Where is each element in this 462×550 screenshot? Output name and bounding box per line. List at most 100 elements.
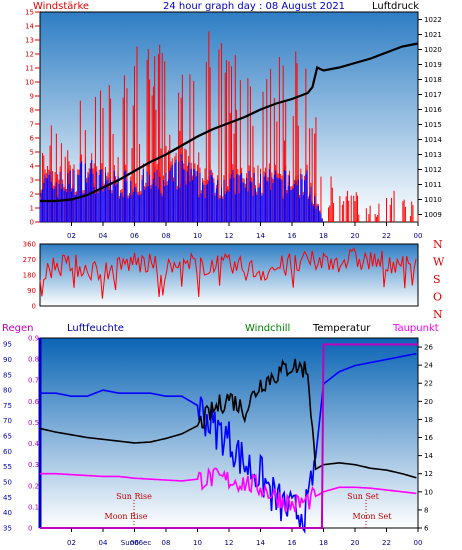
pressure-y-tick-label: 1012 [424, 166, 442, 174]
compass-label: N [433, 308, 443, 321]
x-tick-label: 16 [288, 539, 297, 547]
temperature-y-tick-label: 20 [424, 398, 433, 406]
x-tick-label: 22 [382, 232, 391, 240]
rain-y-tick-label: 0.6 [28, 398, 40, 406]
pressure-y-tick-label: 1011 [424, 181, 442, 189]
wind-strength-label: Windstärke [33, 1, 89, 12]
humidity-line [40, 352, 417, 534]
humidity-y-tick-label: 50 [3, 479, 12, 487]
temperature-y-tick-label: 10 [424, 488, 433, 496]
pressure-y-tick-label: 1020 [424, 46, 442, 54]
x-tick-label: 08 [162, 539, 171, 547]
temperatur-label: Temperatur [312, 323, 371, 334]
direction-y-tick-label: 360 [23, 241, 36, 249]
rain-y-tick-label: 0.4 [28, 440, 40, 448]
x-tick-label: 00 [414, 539, 423, 547]
temperature-y-tick-label: 12 [424, 470, 433, 478]
compass-label: W [433, 256, 445, 269]
regen-label: Regen [2, 323, 34, 334]
x-tick-label: 22 [382, 539, 391, 547]
x-tick-label: 06 [130, 539, 139, 547]
wind-y-tick-label: 14 [25, 23, 34, 31]
taupunkt-label: Taupunkt [392, 323, 439, 334]
moon-rise-label: Moon Rise [105, 512, 148, 521]
x-tick-label: 02 [67, 232, 76, 240]
humidity-y-tick-label: 95 [3, 341, 12, 349]
humidity-y-tick-label: 55 [3, 463, 12, 471]
x-tick-label: 02 [67, 539, 76, 547]
pressure-y-tick-label: 1010 [424, 196, 442, 204]
rain-y-tick-label: 0.8 [28, 356, 39, 364]
wind-y-tick-label: 15 [25, 9, 34, 17]
wind-y-tick-label: 1 [30, 205, 34, 213]
x-tick-label: 18 [319, 232, 328, 240]
humidity-y-tick-label: 90 [3, 356, 12, 364]
humidity-y-tick-label: 85 [3, 371, 12, 379]
x-tick-label: 16 [288, 232, 297, 240]
compass-label: S [433, 273, 441, 286]
wind-y-tick-label: 8 [30, 107, 34, 115]
wind-direction-plot-area [39, 243, 419, 307]
pressure-y-tick-label: 1021 [424, 31, 442, 39]
pressure-y-tick-label: 1015 [424, 121, 442, 129]
climate-panel: Regen Luftfeuchte Windchill Temperatur T… [2, 323, 439, 547]
x-tick-label: 04 [99, 539, 108, 547]
x-tick-label: 10 [193, 539, 202, 547]
pressure-y-tick-label: 1017 [424, 91, 442, 99]
compass-label: O [433, 291, 442, 304]
wind-y-tick-label: 6 [30, 135, 35, 143]
pressure-y-tick-label: 1016 [424, 106, 442, 114]
pressure-y-tick-label: 1022 [424, 16, 442, 24]
temperature-y-tick-label: 26 [424, 344, 433, 352]
sun-set-label: Sun Set [347, 492, 380, 501]
wind-pressure-panel: Windstärke 24 hour graph day : 08 August… [25, 1, 442, 240]
temperature-line [39, 358, 417, 479]
sun-rise-label: Sun Rise [116, 492, 152, 501]
humidity-y-tick-label: 60 [3, 448, 12, 456]
pressure-label: Luftdruck [372, 1, 419, 12]
temperature-y-tick-label: 18 [424, 416, 433, 424]
wind-y-tick-label: 11 [25, 65, 34, 73]
direction-y-tick-label: 180 [23, 272, 36, 280]
pressure-y-tick-label: 1013 [424, 151, 442, 159]
humidity-y-tick-label: 70 [3, 417, 12, 425]
pressure-y-tick-label: 1009 [424, 211, 442, 219]
wind-y-tick-label: 13 [25, 37, 34, 45]
rain-y-tick-label: 0.7 [28, 377, 39, 385]
astro-annotations: Sun Rise Moon Rise Sun Set Moon Set Sun0… [105, 492, 393, 547]
rain-y-tick-label: 0.1 [28, 503, 39, 511]
pressure-y-tick-label: 1018 [424, 76, 442, 84]
temperature-y-tick-label: 24 [424, 362, 433, 370]
wind-y-tick-label: 0 [30, 219, 34, 227]
compass-label: N [433, 238, 443, 251]
rain-y-tick-label: 0.3 [28, 461, 39, 469]
temperature-y-tick-label: 6 [424, 525, 429, 533]
rain-y-tick-label: 0.5 [28, 419, 39, 427]
chart-title: 24 hour graph day : 08 August 2021 [163, 1, 345, 12]
x-tick-label: 06 [130, 232, 139, 240]
rain-y-tick-label: 0 [28, 525, 32, 533]
windchill-label: Windchill [245, 323, 290, 334]
wind-y-tick-label: 9 [30, 93, 34, 101]
x-tick-label: 14 [256, 539, 265, 547]
humidity-y-tick-label: 65 [3, 433, 12, 441]
x-tick-label: 20 [351, 539, 360, 547]
temperature-y-tick-label: 8 [424, 506, 428, 514]
wind-y-tick-label: 2 [30, 191, 34, 199]
wind-direction-line [39, 247, 417, 299]
x-tick-label: 12 [225, 232, 234, 240]
humidity-y-tick-label: 40 [3, 509, 12, 517]
wind-y-tick-label: 4 [30, 163, 35, 171]
x-tick-label: 18 [319, 539, 328, 547]
temperature-y-tick-label: 16 [424, 434, 433, 442]
wind-y-tick-label: 12 [25, 51, 34, 59]
x-tick-label: 12 [225, 539, 234, 547]
pressure-y-tick-label: 1014 [424, 136, 442, 144]
x-tick-label: 08 [162, 232, 171, 240]
wind-y-tick-label: 5 [30, 149, 34, 157]
pressure-y-tick-label: 1019 [424, 61, 442, 69]
x-tick-label: 04 [99, 232, 108, 240]
pressure-line [40, 42, 419, 203]
direction-y-tick-label: 270 [23, 256, 36, 264]
